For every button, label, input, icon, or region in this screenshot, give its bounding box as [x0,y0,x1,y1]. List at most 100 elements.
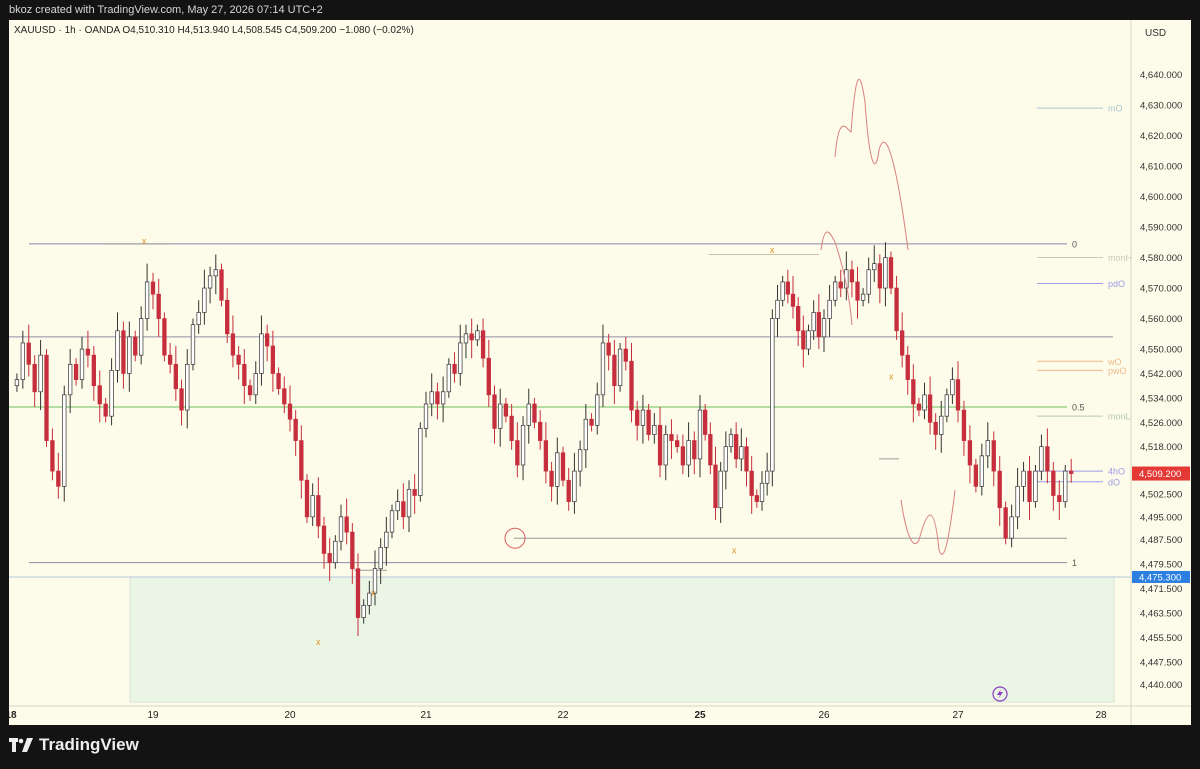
candle[interactable] [38,339,43,411]
candle[interactable] [1009,504,1014,548]
candle[interactable] [79,336,85,389]
projection-drawing[interactable] [834,78,909,251]
candle[interactable] [412,474,417,514]
candle[interactable] [56,452,61,499]
candle[interactable] [663,425,668,481]
candle[interactable] [44,349,49,447]
candle[interactable] [1039,434,1044,481]
candle[interactable] [866,257,871,304]
candle[interactable] [361,599,366,624]
x-marker[interactable]: x [371,588,376,598]
candle[interactable] [236,346,241,380]
x-marker[interactable]: x [889,372,894,382]
candle[interactable] [367,580,372,615]
candle[interactable] [435,382,440,420]
candle[interactable] [293,410,298,456]
candle[interactable] [640,394,646,444]
candle[interactable] [744,437,749,487]
candle[interactable] [629,342,634,423]
candle[interactable] [327,538,332,581]
candle[interactable] [770,309,775,487]
candle[interactable] [389,504,395,539]
candle[interactable] [253,361,258,404]
candle[interactable] [85,330,91,368]
candle[interactable] [916,397,922,417]
candle[interactable] [213,254,218,295]
candle[interactable] [185,349,190,429]
candle[interactable] [202,269,207,325]
candle[interactable] [939,400,944,453]
x-marker[interactable]: x [316,637,321,647]
projection-drawing[interactable] [820,231,853,326]
candle[interactable] [20,330,25,389]
swing-circle[interactable] [504,527,526,549]
candle[interactable] [900,312,905,368]
candle[interactable] [304,474,310,523]
tradingview-logo[interactable]: TradingView [9,735,139,755]
candle[interactable] [144,263,150,331]
candle[interactable] [299,425,304,499]
candle[interactable] [589,413,594,432]
candle[interactable] [509,403,514,450]
candle[interactable] [475,324,480,347]
candle[interactable] [287,385,293,432]
candle[interactable] [844,251,849,301]
candle[interactable] [944,388,949,423]
legend-interval[interactable]: 1h [64,25,76,36]
candle[interactable] [811,300,816,340]
candle[interactable] [115,312,120,383]
candle[interactable] [1051,461,1056,511]
candle[interactable] [780,275,785,307]
candle[interactable] [821,309,827,353]
candle[interactable] [979,443,984,496]
candle[interactable] [492,385,497,444]
x-marker[interactable]: x [142,236,147,246]
candle[interactable] [480,318,486,368]
candle[interactable] [418,422,423,502]
candle[interactable] [344,498,349,545]
candle[interactable] [985,422,990,469]
candle[interactable] [395,489,400,520]
candle[interactable] [190,318,196,371]
candle[interactable] [526,388,531,444]
candle[interactable] [739,428,744,472]
candle[interactable] [785,269,790,304]
demand-zone[interactable] [129,576,1115,703]
candle[interactable] [600,324,606,408]
candle[interactable] [927,376,933,435]
candle[interactable] [734,422,739,469]
candle[interactable] [652,413,657,444]
candle[interactable] [282,376,287,414]
candle[interactable] [1063,464,1068,508]
candle[interactable] [1057,480,1062,520]
candle[interactable] [1015,468,1020,530]
candle[interactable] [816,294,821,350]
candle[interactable] [73,358,79,386]
candle[interactable] [922,382,927,420]
candle[interactable] [806,324,811,356]
x-marker[interactable]: x [770,245,775,255]
candle[interactable] [991,431,996,487]
candle[interactable] [796,297,801,347]
x-marker[interactable]: x [732,545,737,555]
candle[interactable] [801,315,806,368]
lightning-icon[interactable] [992,686,1008,702]
candle[interactable] [156,278,161,337]
candle[interactable] [62,385,67,502]
candle[interactable] [97,370,102,423]
candle[interactable] [877,254,882,304]
candle[interactable] [759,471,765,511]
candle[interactable] [440,376,446,423]
candle[interactable] [961,400,967,456]
candle[interactable] [26,324,31,377]
candle[interactable] [321,516,327,569]
candle[interactable] [219,263,224,307]
candle[interactable] [577,440,583,487]
candle[interactable] [423,391,429,438]
candle[interactable] [401,483,406,530]
current-price-tag[interactable] [1132,466,1190,481]
candle[interactable] [1069,458,1074,483]
candle[interactable] [515,422,520,478]
candle[interactable] [532,397,537,429]
